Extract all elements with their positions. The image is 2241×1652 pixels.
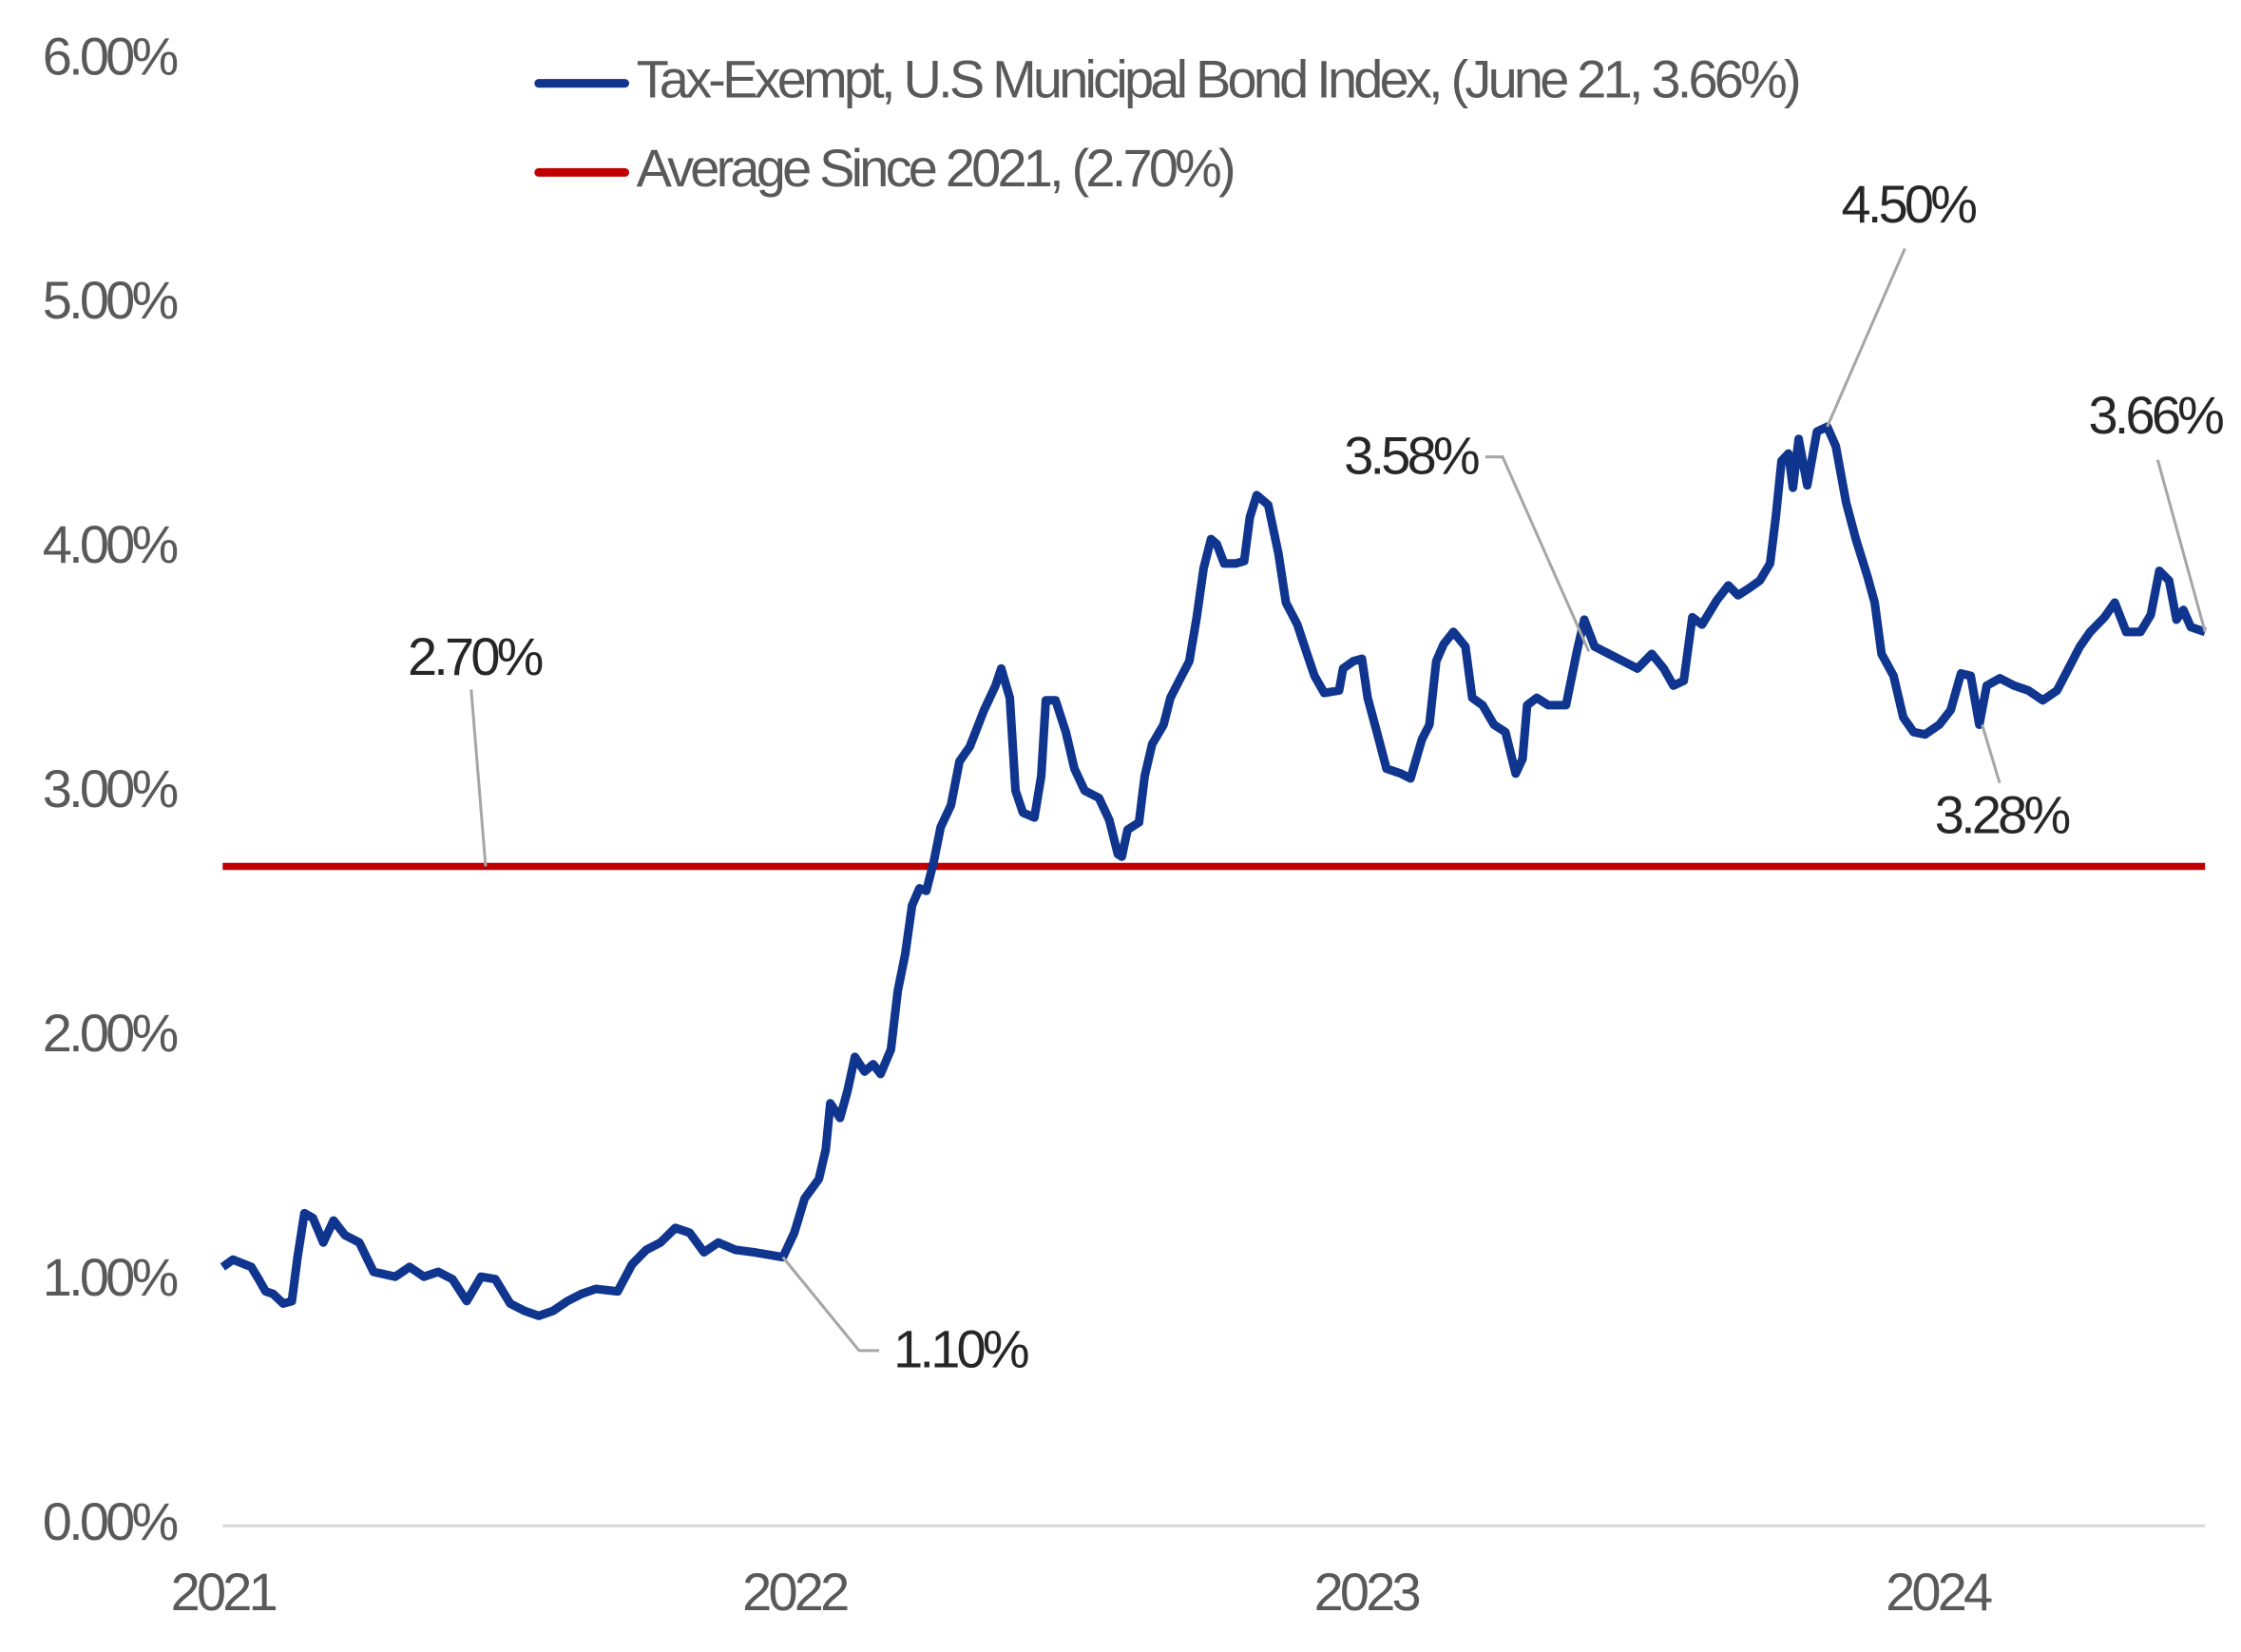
annotation-leader [1484,455,1591,652]
x-tick-label: 2023 [1314,1562,1420,1622]
x-tick-label: 2021 [171,1562,277,1622]
annotation-label: 3.58% [1344,425,1479,485]
y-tick-label: 1.00% [43,1247,178,1307]
annotation-leader [469,689,488,867]
y-tick-label: 2.00% [43,1003,178,1063]
annotation-leader [2155,459,2207,633]
annotation-leader [781,1256,880,1353]
annotation-label: 4.50% [1842,174,1977,234]
annotation-label: 2.70% [408,626,543,686]
y-tick-label: 0.00% [43,1491,178,1551]
legend-label: Tax-Exempt, U.S Municipal Bond Index, (J… [637,48,1799,108]
annotation-leader [1981,724,2002,784]
y-tick-label: 5.00% [43,270,178,330]
y-tick-label: 3.00% [43,759,178,818]
annotation-label: 3.28% [1935,784,2070,844]
legend-label: Average Since 2021, (2.70%) [637,138,1234,198]
series-line [220,422,2207,1320]
y-tick-label: 6.00% [43,26,178,86]
x-tick-label: 2024 [1886,1562,1992,1622]
annotation-leader [1826,247,1906,428]
annotation-label: 1.10% [893,1319,1028,1379]
annotation-label: 3.66% [2088,385,2223,445]
y-tick-label: 4.00% [43,514,178,574]
x-tick-label: 2022 [742,1562,848,1622]
